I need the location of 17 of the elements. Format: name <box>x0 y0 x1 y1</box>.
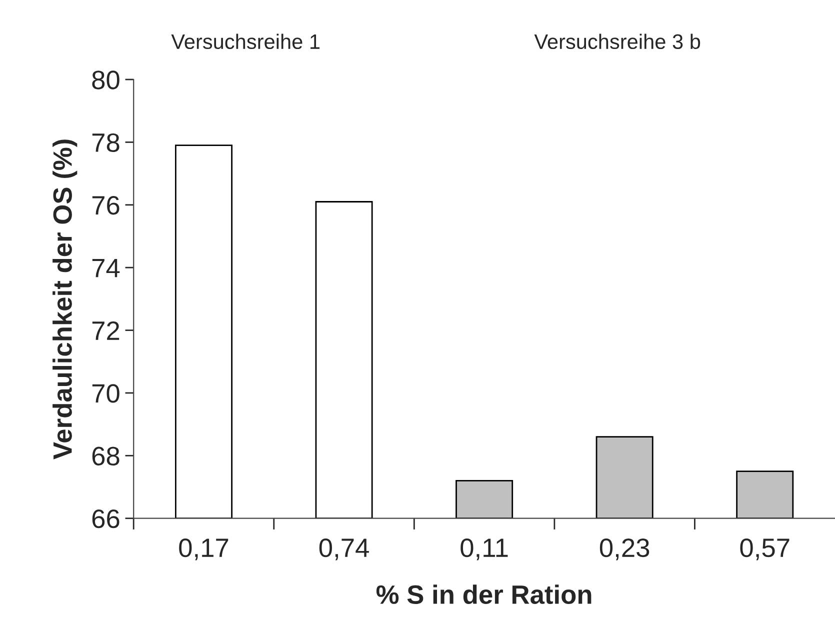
y-tick-label: 66 <box>92 509 120 528</box>
y-tick-label: 78 <box>92 133 120 152</box>
text: Versuchsreihe 3 b <box>534 34 700 50</box>
x-axis-title: % S in der Ration <box>376 584 592 604</box>
text: Versuchsreihe 1 <box>171 34 320 50</box>
x-tick-label: 0,17 <box>179 538 228 560</box>
y-tick-label: 68 <box>92 446 120 466</box>
y-tick-label: 76 <box>92 196 120 215</box>
y-tick-label: 74 <box>92 258 120 278</box>
x-tick-label: 0,23 <box>600 538 650 560</box>
y-tick-label: 80 <box>92 70 120 90</box>
y-tick-label: 70 <box>92 384 120 403</box>
x-tick-label: 0,11 <box>460 538 508 560</box>
x-tick-label: 0,74 <box>319 538 369 560</box>
y-tick-label: 72 <box>92 321 120 340</box>
x-tick-label: 0,57 <box>740 538 790 560</box>
y-axis-title: Verdaulichkeit der OS (%) <box>52 140 78 460</box>
